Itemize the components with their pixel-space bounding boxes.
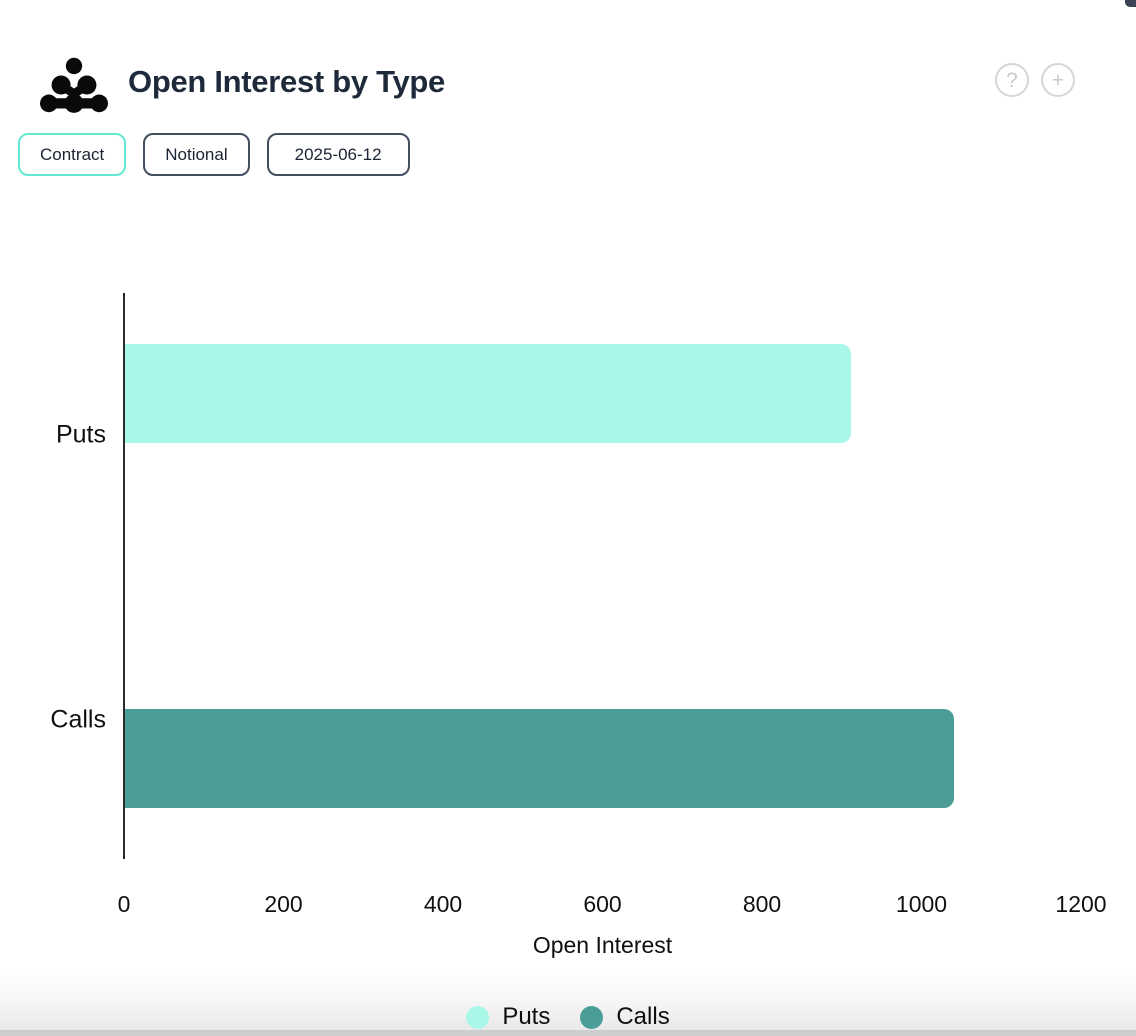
page-title: Open Interest by Type [128,64,445,99]
x-tick-label: 200 [264,891,303,917]
help-icon[interactable]: ? [995,63,1029,97]
x-tick-label: 0 [117,891,131,917]
notional-toggle-button[interactable]: Notional [143,133,250,176]
plus-icon[interactable]: + [1041,63,1075,97]
screen-corner-artifact [1125,0,1136,7]
legend-label: Puts [502,1003,551,1030]
x-tick-label: 1000 [895,891,948,917]
plus-glyph: + [1051,68,1065,92]
dot-cluster-logo-icon [40,57,108,113]
x-axis-title: Open Interest [532,932,673,958]
x-tick-label: 800 [742,891,782,917]
legend-swatch-icon [466,1005,490,1029]
date-picker-button[interactable]: 2025-06-12 [266,133,410,176]
contract-toggle-button[interactable]: Contract [18,133,127,176]
chart-legend: Puts Calls [0,998,1136,1036]
legend-item-puts[interactable]: Puts [466,1003,550,1031]
y-axis-line [123,293,125,859]
legend-item-calls[interactable]: Calls [580,1003,670,1031]
window-bottom-edge [0,1030,1136,1036]
header-actions: ? + [995,63,1075,97]
toolbar: Contract Notional 2025-06-12 [18,133,410,176]
category-label-puts: Puts [55,420,106,449]
x-tick-label: 600 [583,891,622,917]
x-tick-label: 1200 [1055,891,1107,917]
category-label-calls: Calls [50,705,106,734]
legend-swatch-icon [580,1005,604,1029]
bottom-fade [0,972,1136,1030]
help-glyph: ? [1006,68,1018,92]
x-tick-label: 400 [423,891,463,917]
bar-calls[interactable] [125,709,955,808]
legend-label: Calls [616,1003,670,1030]
bar-puts[interactable] [125,344,851,443]
